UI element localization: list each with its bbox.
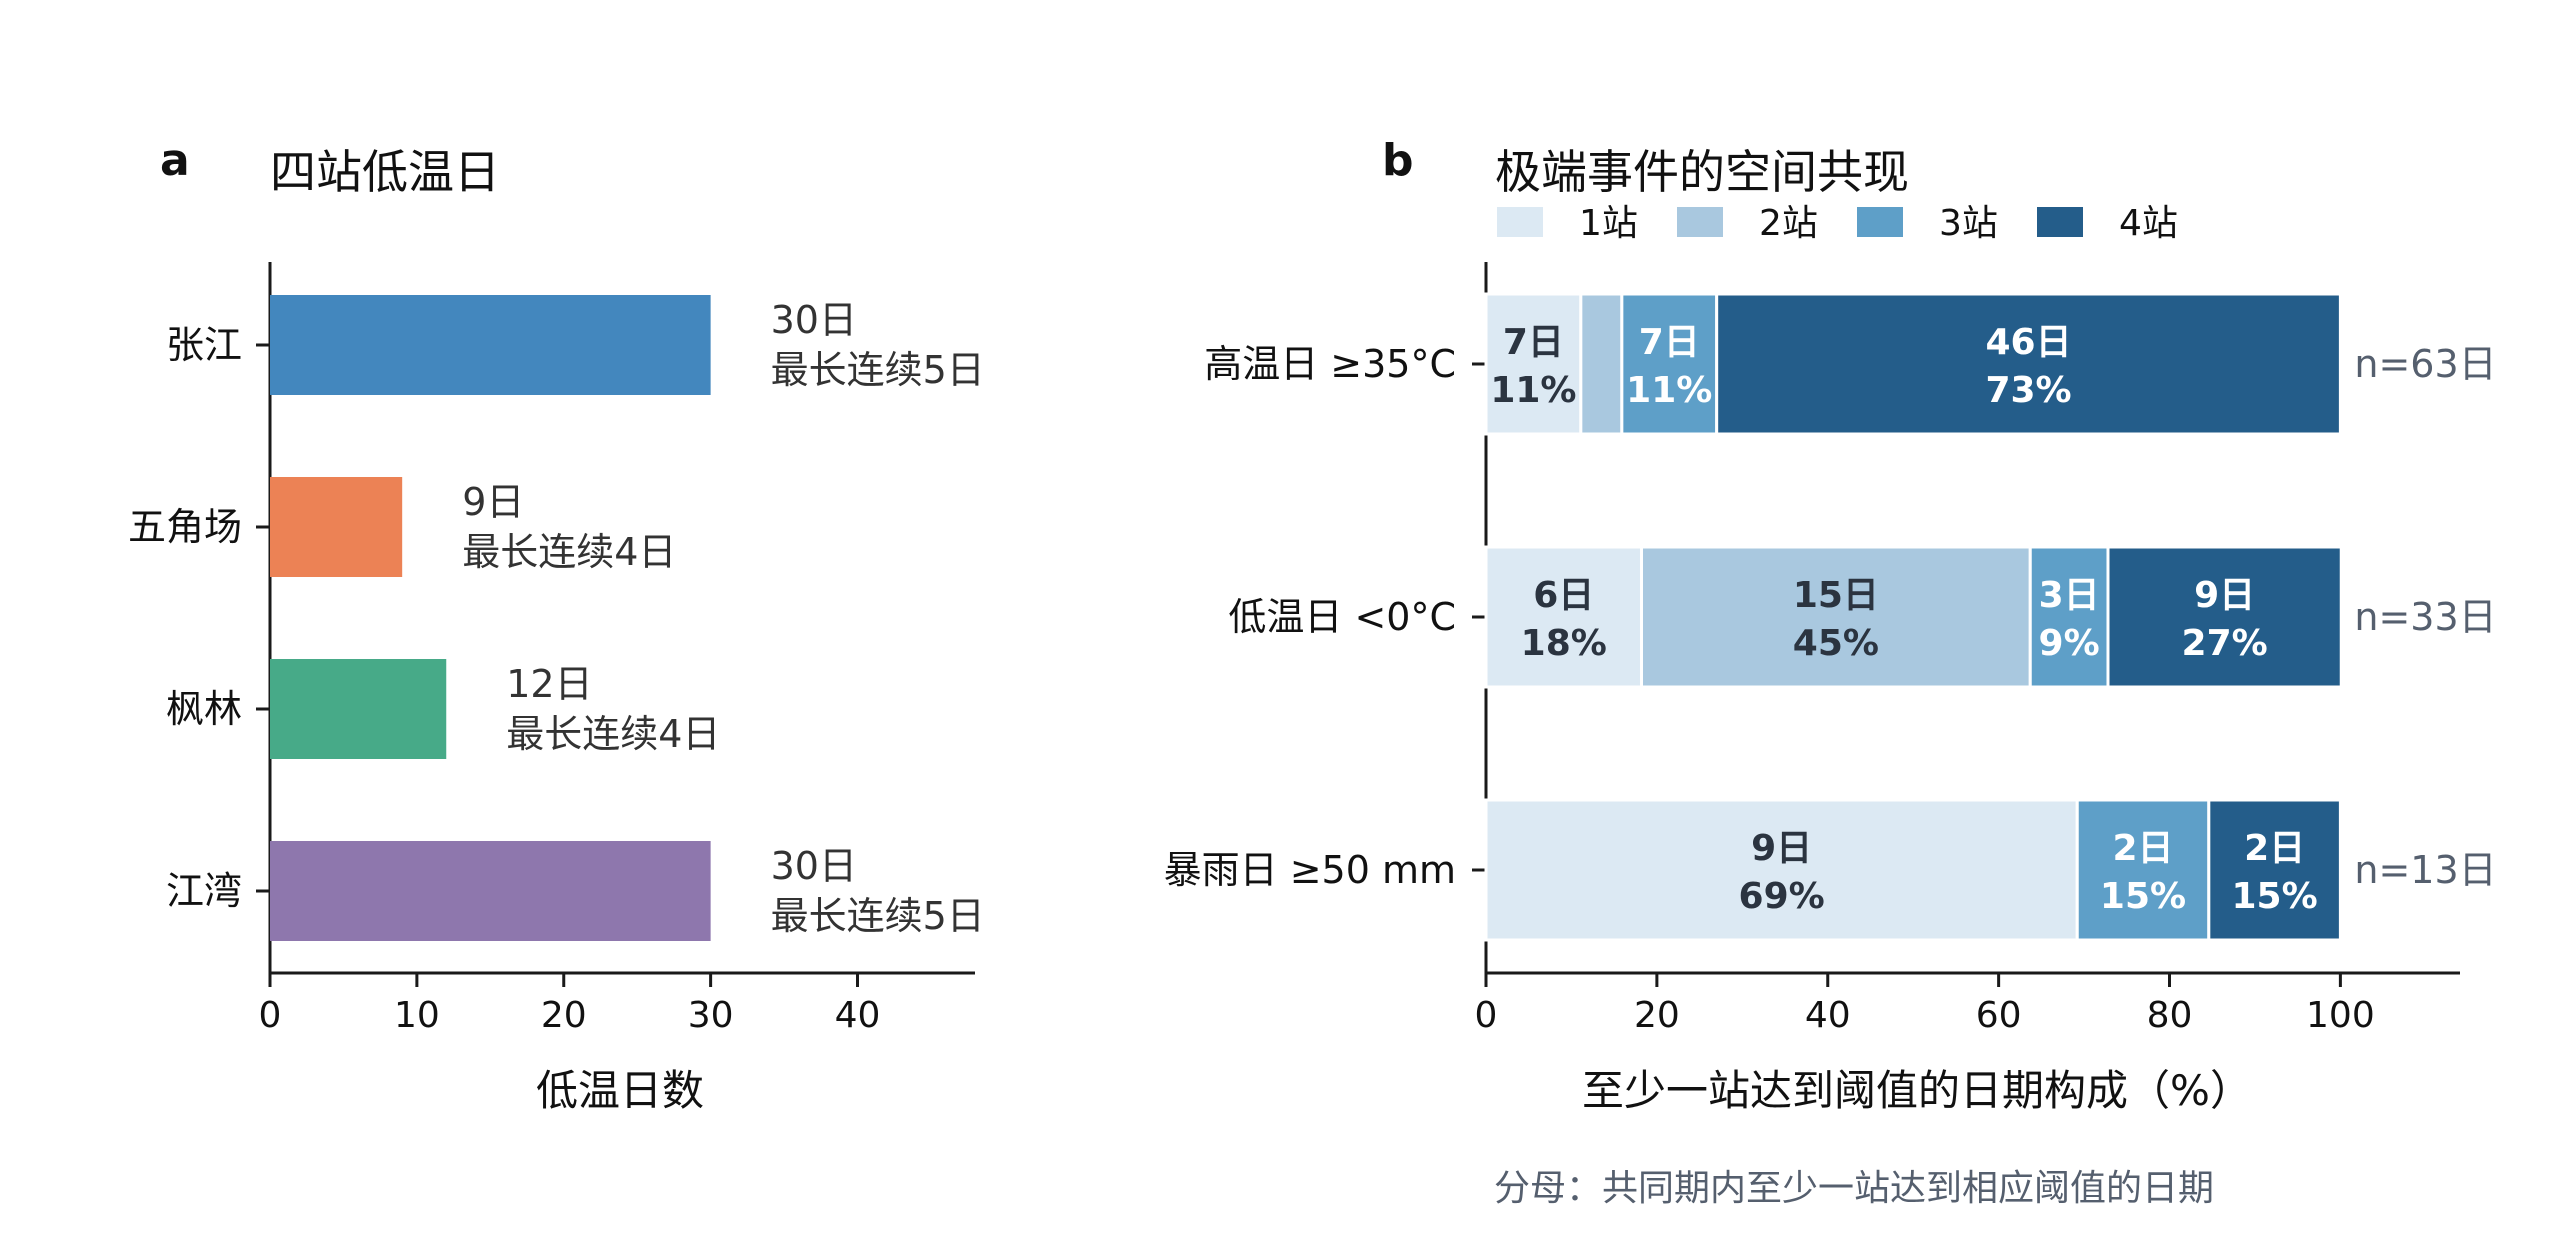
panel-b-segment-percent-label: 18%: [1521, 623, 1607, 664]
panel-a-x-tick-label: 30: [688, 995, 734, 1036]
panel-b-stacked-segment: [2028, 545, 2110, 689]
panel-b-segment-days-label: 2日: [2112, 828, 2173, 869]
panel-b-letter: b: [1382, 135, 1414, 186]
panel-b-segment-percent-label: 45%: [1793, 623, 1879, 664]
panel-b-segment-days-label: 6日: [1533, 575, 1594, 616]
panel-a-x-tick-label: 10: [394, 995, 440, 1036]
panel-a-bar-streak-label: 最长连续5日: [771, 348, 985, 392]
panel-a-bar-value-label: 30日: [771, 844, 857, 888]
panel-b-stacked-segment: [1620, 292, 1719, 436]
panel-b-stacked-segment: [1484, 545, 1643, 689]
panel-b-segment-days-label: 2日: [2244, 828, 2305, 869]
panel-a-bar-value-label: 12日: [506, 662, 592, 706]
panel-a-chart: 0 10 20 30 40张江30日最长连续5日五角场9日最长连续4日枫林12日最长连续…: [128, 262, 985, 1036]
legend-label: 2站: [1759, 203, 1818, 244]
legend-swatch: [2037, 207, 2083, 237]
panel-b-segment-days-label: 15日: [1793, 575, 1879, 616]
panel-b-stacked-segment: [1639, 545, 2032, 689]
panel-b-segment-percent-label: 11%: [1626, 370, 1712, 411]
panel-b-category-label: 低温日 <0°C: [1228, 595, 1456, 639]
panel-a-category-label: 枫林: [166, 687, 242, 731]
panel-b-segment-days-label: 3日: [2039, 575, 2100, 616]
panel-b-segment-percent-label: 9%: [2039, 623, 2100, 664]
panel-a-letter: a: [160, 135, 190, 186]
panel-b-segment-percent-label: 27%: [2182, 623, 2268, 664]
panel-a-bar: [270, 659, 447, 759]
panel-a-bar-streak-label: 最长连续5日: [771, 894, 985, 938]
panel-b-x-tick-label: 60: [1976, 995, 2022, 1036]
legend-label: 3站: [1939, 203, 1998, 244]
panel-b-stacked-segment: [1484, 798, 2079, 942]
panel-a-bar: [270, 477, 403, 577]
panel-a-bar-streak-label: 最长连续4日: [506, 712, 720, 756]
panel-a-bar: [270, 295, 711, 395]
panel-b-category-label: 暴雨日 ≥50 mm: [1164, 848, 1456, 892]
panel-b-total-label: n=33日: [2354, 595, 2496, 639]
legend-swatch: [1857, 207, 1903, 237]
panel-a-xlabel: 低温日数: [536, 1066, 704, 1115]
footnote: 分母：共同期内至少一站达到相应阈值的日期: [1494, 1168, 2214, 1209]
panel-b-x-tick-label: 100: [2306, 995, 2375, 1036]
panel-b-chart: 1站 2站 3站 4站 0 20 40 60 80 100 高温日 ≥35°C 7日 11% 7日 11% 4…: [1164, 203, 2497, 1036]
panel-a-x-tick-label: 20: [541, 995, 587, 1036]
legend-swatch: [1677, 207, 1723, 237]
panel-a-bar: [270, 841, 711, 941]
panel-b-segment-days-label: 7日: [1503, 322, 1564, 363]
panel-b-segment-percent-label: 15%: [2232, 876, 2318, 917]
panel-b-x-tick-label: 0: [1475, 995, 1498, 1036]
panel-b-xlabel: 至少一站达到阈值的日期构成（%）: [1582, 1066, 2252, 1115]
panel-b-segment-percent-label: 73%: [1985, 370, 2071, 411]
panel-b-segment-percent-label: 15%: [2100, 876, 2186, 917]
panel-a-bar-value-label: 30日: [771, 298, 857, 342]
panel-b-segment-days-label: 46日: [1985, 322, 2071, 363]
panel-b-segment-percent-label: 69%: [1739, 876, 1825, 917]
legend-label: 4站: [2119, 203, 2178, 244]
panel-b-segment-days-label: 9日: [1751, 828, 1812, 869]
panel-b-stacked-segment: [2075, 798, 2211, 942]
panel-a-category-label: 五角场: [128, 505, 242, 549]
panel-b-x-tick-label: 40: [1805, 995, 1851, 1036]
panel-b-stacked-segment: [1484, 292, 1583, 436]
panel-b-title: 极端事件的空间共现: [1495, 145, 1909, 199]
panel-a-bar-streak-label: 最长连续4日: [462, 530, 676, 574]
panel-b-x-tick-label: 80: [2147, 995, 2193, 1036]
panel-a-category-label: 张江: [166, 323, 242, 367]
panel-b-segment-days-label: 7日: [1639, 322, 1700, 363]
panel-b-total-label: n=13日: [2354, 848, 2496, 892]
legend-swatch: [1497, 207, 1543, 237]
panel-a-bar-value-label: 9日: [462, 480, 524, 524]
panel-b-category-label: 高温日 ≥35°C: [1204, 342, 1456, 386]
panel-b-stacked-segment: [1715, 292, 2342, 436]
legend-label: 1站: [1579, 203, 1638, 244]
panel-a-x-tick-label: 0: [259, 995, 282, 1036]
panel-a-title: 四站低温日: [270, 145, 500, 199]
panel-b-segment-percent-label: 11%: [1490, 370, 1576, 411]
panel-b-segment-days-label: 9日: [2194, 575, 2255, 616]
panel-a-x-tick-label: 40: [835, 995, 881, 1036]
panel-a-category-label: 江湾: [166, 869, 242, 913]
panel-b-x-tick-label: 20: [1634, 995, 1680, 1036]
panel-b-stacked-segment: [1579, 292, 1624, 436]
panel-b-stacked-segment: [2106, 545, 2343, 689]
panel-b-stacked-segment: [2207, 798, 2342, 942]
panel-b-total-label: n=63日: [2354, 342, 2496, 386]
